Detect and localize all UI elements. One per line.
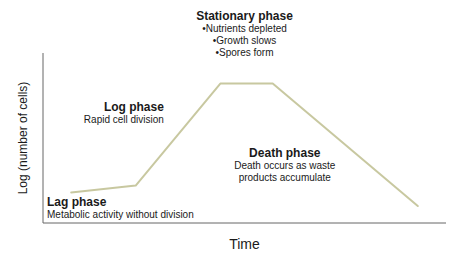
html-text:Metabolic activity without div: Metabolic activity without division [47,208,194,220]
html-text:Lag phase: Lag phase [47,194,107,209]
html-text:Stationary phase: Stationary phase [196,9,293,23]
html-text:Rapid cell division: Rapid cell division [83,113,164,125]
html-text:Death phase: Death phase [249,145,321,160]
html-text:•Nutrients depleted •Growth sl: •Nutrients depleted •Growth slows •Spore… [202,23,287,58]
svg-text:Log (number of cells): Log (number of cells) [16,82,30,195]
svg-text:Time: Time [229,236,260,252]
html-text:Death occurs as waste products: Death occurs as waste products accumulat… [234,159,336,183]
html-text:Log phase: Log phase [103,99,164,114]
